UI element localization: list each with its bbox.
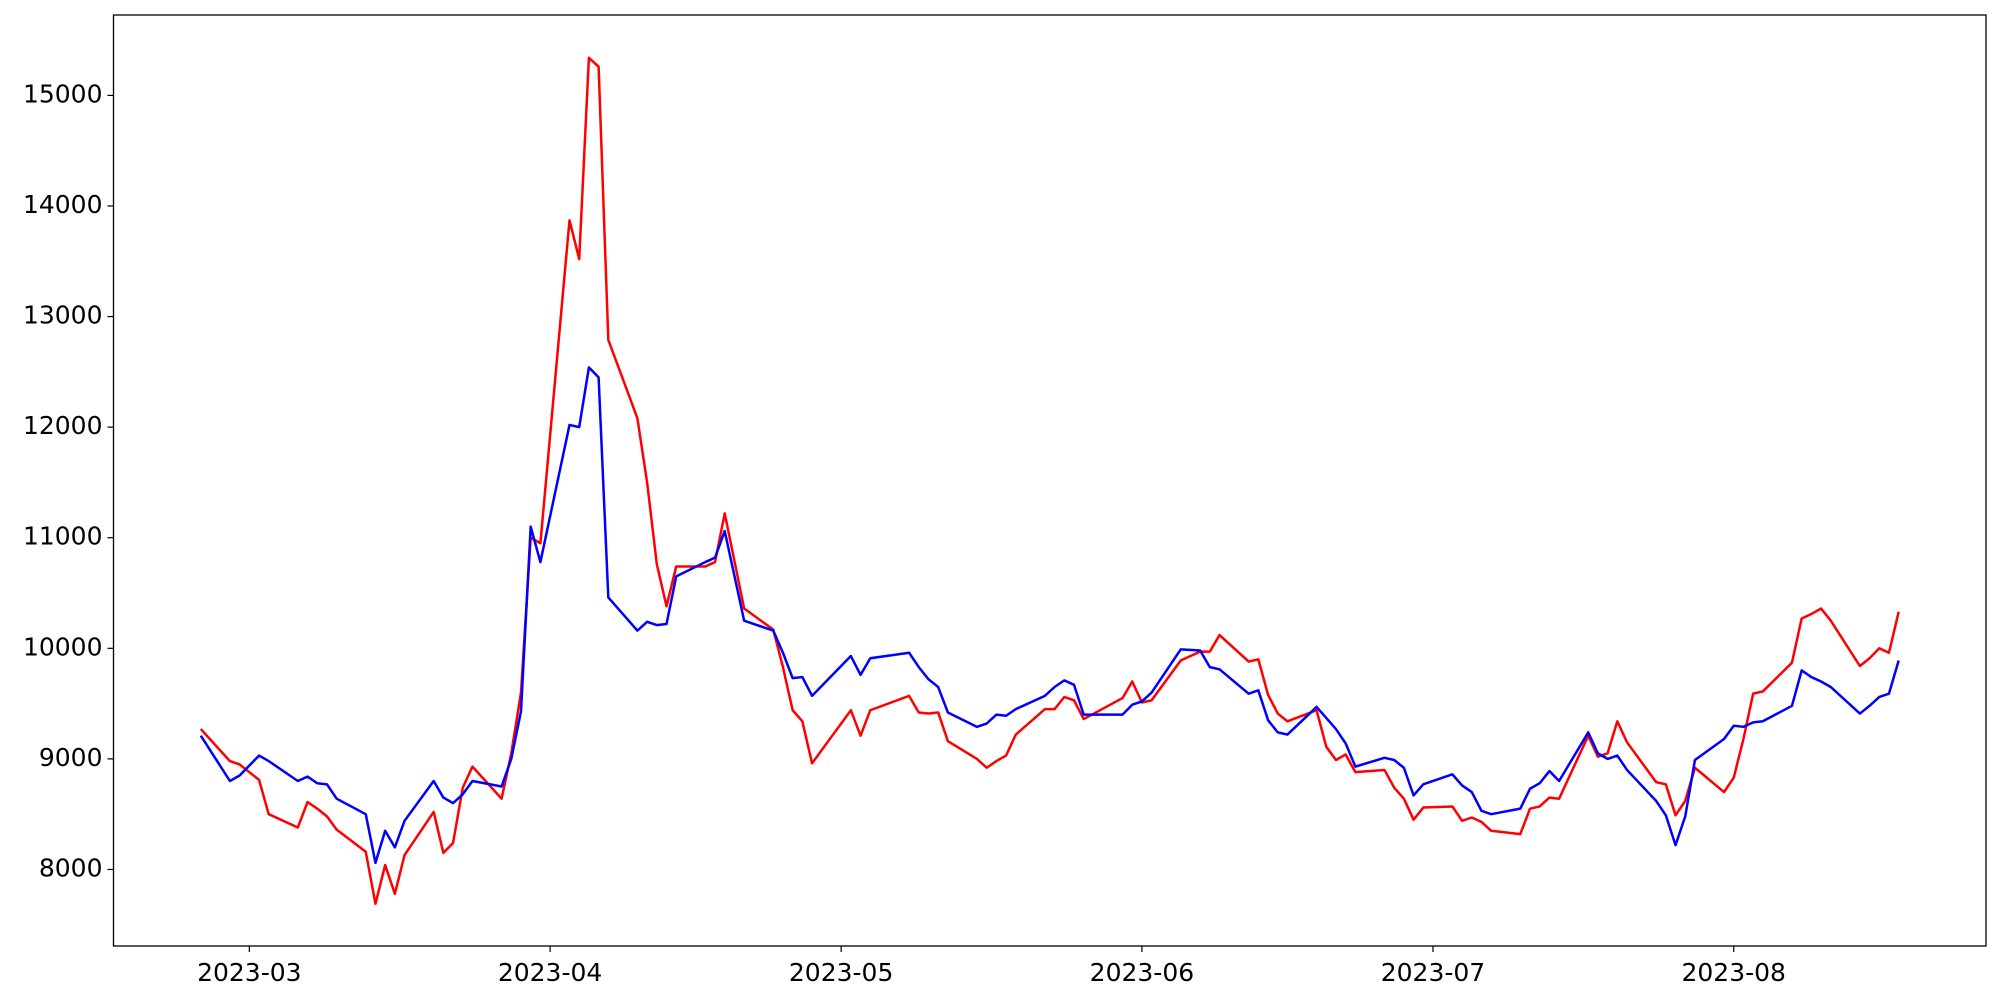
x-tick-label: 2023-08 xyxy=(1682,958,1786,987)
y-tick-label: 13000 xyxy=(23,301,103,330)
x-tick-label: 2023-04 xyxy=(498,958,602,987)
y-tick-label: 8000 xyxy=(39,853,103,882)
x-tick-label: 2023-03 xyxy=(197,958,301,987)
y-tick-label: 15000 xyxy=(23,79,103,108)
y-tick-label: 10000 xyxy=(23,632,103,661)
y-tick-label: 9000 xyxy=(39,743,103,772)
y-tick-label: 14000 xyxy=(23,190,103,219)
x-tick-label: 2023-07 xyxy=(1381,958,1485,987)
series-line xyxy=(199,366,1900,865)
y-tick-label: 11000 xyxy=(23,522,103,551)
x-tick-label: 2023-05 xyxy=(789,958,893,987)
y-tick-label: 12000 xyxy=(23,411,103,440)
x-tick-label: 2023-06 xyxy=(1090,958,1194,987)
series-line xyxy=(199,56,1900,906)
plot-frame xyxy=(112,14,1987,947)
